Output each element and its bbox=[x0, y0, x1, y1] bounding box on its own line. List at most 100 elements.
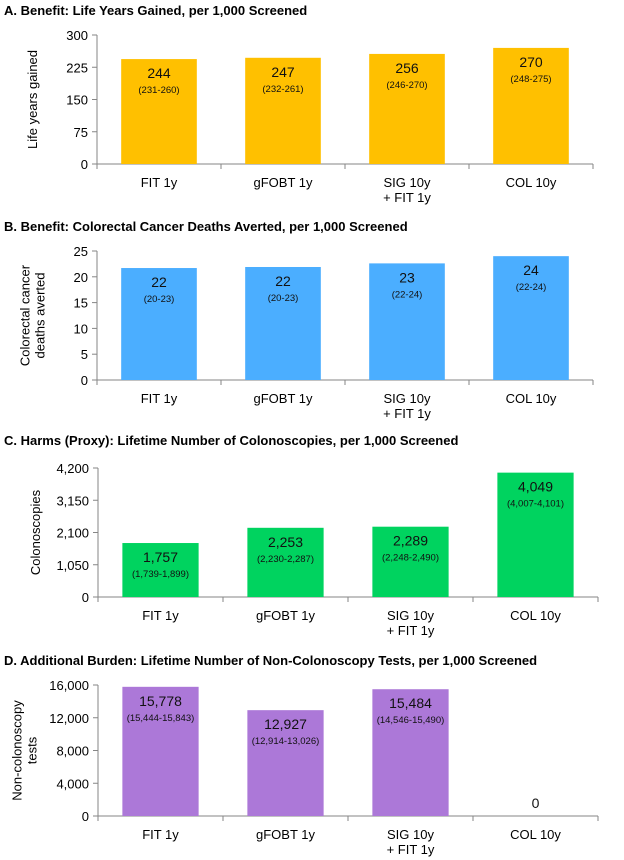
bar bbox=[122, 543, 199, 597]
value-label: 22 bbox=[151, 274, 167, 290]
x-tick-label: gFOBT 1y bbox=[253, 391, 313, 406]
panel-a: A. Benefit: Life Years Gained, per 1,000… bbox=[0, 0, 624, 215]
y-tick-label: 15 bbox=[74, 296, 88, 311]
y-axis-label: Non-colonoscopy bbox=[10, 700, 25, 801]
value-label: 0 bbox=[532, 795, 540, 811]
x-tick-label: + FIT 1y bbox=[383, 190, 431, 205]
y-tick-label: 3,150 bbox=[56, 493, 89, 508]
chart-title: D. Additional Burden: Lifetime Number of… bbox=[4, 653, 538, 668]
y-tick-label: 0 bbox=[82, 590, 89, 605]
bar bbox=[369, 263, 445, 380]
ci-label: (14,546-15,490) bbox=[377, 715, 445, 726]
chart-d: 0 4,000 8,000 12,000 16,000 Non-colonoscopy te… bbox=[10, 678, 599, 857]
bar bbox=[121, 59, 197, 164]
x-tick-label: COL 10y bbox=[510, 608, 561, 623]
y-axis-label: deaths averted bbox=[33, 272, 48, 358]
ci-label: (12,914-13,026) bbox=[252, 736, 320, 747]
value-label: 256 bbox=[395, 60, 419, 76]
chart-a: 0 75 150 225 300 Life years gained 244 (231-260… bbox=[25, 28, 594, 205]
bar bbox=[493, 47, 569, 164]
y-tick-label: 0 bbox=[81, 373, 88, 388]
x-tick-label: + FIT 1y bbox=[387, 623, 435, 638]
x-tick-label: SIG 10y bbox=[387, 827, 434, 842]
x-tick-label: gFOBT 1y bbox=[256, 608, 316, 623]
y-tick-label: 1,050 bbox=[56, 558, 89, 573]
y-axis-label: Life years gained bbox=[25, 50, 40, 149]
chart-title: B. Benefit: Colorectal Cancer Deaths Ave… bbox=[4, 219, 408, 234]
panel-b: B. Benefit: Colorectal Cancer Deaths Ave… bbox=[0, 215, 624, 430]
y-axis-label: tests bbox=[25, 736, 40, 764]
value-label: 15,484 bbox=[389, 695, 432, 711]
x-tick-label: COL 10y bbox=[506, 391, 557, 406]
bar bbox=[372, 689, 449, 816]
x-tick-label: FIT 1y bbox=[142, 827, 179, 842]
y-axis-label: Colonoscopies bbox=[28, 489, 43, 575]
ci-label: (2,248-2,490) bbox=[382, 553, 439, 564]
y-tick-label: 16,000 bbox=[49, 678, 89, 693]
value-label: 24 bbox=[523, 262, 539, 278]
y-tick-label: 225 bbox=[66, 60, 88, 75]
ci-label: (20-23) bbox=[268, 293, 299, 304]
y-tick-label: 20 bbox=[74, 270, 88, 285]
value-label: 23 bbox=[399, 269, 415, 285]
chart-c: 0 1,050 2,100 3,150 4,200 Colonoscopies 1,757 (… bbox=[28, 461, 599, 638]
x-tick-label: gFOBT 1y bbox=[253, 175, 313, 190]
x-tick-label: SIG 10y bbox=[384, 391, 431, 406]
x-tick-label: FIT 1y bbox=[141, 175, 178, 190]
ci-label: (4,007-4,101) bbox=[507, 499, 564, 510]
value-label: 15,778 bbox=[139, 693, 182, 709]
bar bbox=[245, 266, 321, 380]
bar bbox=[245, 57, 321, 164]
value-label: 247 bbox=[271, 64, 295, 80]
chart-title: C. Harms (Proxy): Lifetime Number of Col… bbox=[4, 433, 459, 448]
value-label: 4,049 bbox=[518, 479, 553, 495]
y-tick-label: 5 bbox=[81, 347, 88, 362]
x-tick-label: COL 10y bbox=[506, 175, 557, 190]
y-tick-label: 0 bbox=[81, 157, 88, 172]
ci-label: (2,230-2,287) bbox=[257, 554, 314, 565]
bar bbox=[122, 686, 199, 816]
bar bbox=[493, 256, 569, 380]
panel-c: C. Harms (Proxy): Lifetime Number of Col… bbox=[0, 430, 624, 645]
y-tick-label: 4,200 bbox=[56, 461, 89, 476]
ci-label: (232-261) bbox=[262, 84, 303, 95]
x-tick-label: COL 10y bbox=[510, 827, 561, 842]
value-label: 2,253 bbox=[268, 534, 303, 550]
bar bbox=[247, 710, 324, 816]
chart-title: A. Benefit: Life Years Gained, per 1,000… bbox=[4, 3, 308, 18]
value-label: 22 bbox=[275, 273, 291, 289]
y-tick-label: 150 bbox=[66, 93, 88, 108]
ci-label: (15,444-15,843) bbox=[127, 713, 195, 724]
bar bbox=[121, 268, 197, 380]
value-label: 1,757 bbox=[143, 549, 178, 565]
value-label: 270 bbox=[519, 54, 543, 70]
x-tick-label: gFOBT 1y bbox=[256, 827, 316, 842]
y-tick-label: 0 bbox=[82, 809, 89, 824]
x-tick-label: + FIT 1y bbox=[387, 842, 435, 857]
bar bbox=[247, 527, 324, 597]
y-tick-label: 300 bbox=[66, 28, 88, 43]
y-tick-label: 10 bbox=[74, 321, 88, 336]
y-tick-label: 12,000 bbox=[49, 711, 89, 726]
x-tick-label: FIT 1y bbox=[142, 608, 179, 623]
ci-label: (1,739-1,899) bbox=[132, 569, 189, 580]
x-tick-label: SIG 10y bbox=[384, 175, 431, 190]
y-tick-label: 2,100 bbox=[56, 526, 89, 541]
value-label: 2,289 bbox=[393, 533, 428, 549]
ci-label: (22-24) bbox=[392, 289, 423, 300]
ci-label: (22-24) bbox=[516, 282, 547, 293]
chart-b: 0 5 10 15 20 25 Colorectal cancer deaths averte… bbox=[18, 244, 594, 421]
value-label: 12,927 bbox=[264, 716, 307, 732]
bar bbox=[497, 472, 574, 597]
y-tick-label: 8,000 bbox=[56, 744, 89, 759]
x-tick-label: SIG 10y bbox=[387, 608, 434, 623]
value-label: 244 bbox=[147, 65, 171, 81]
ci-label: (246-270) bbox=[386, 80, 427, 91]
panel-d: D. Additional Burden: Lifetime Number of… bbox=[0, 645, 624, 860]
y-tick-label: 4,000 bbox=[56, 776, 89, 791]
y-tick-label: 75 bbox=[74, 125, 88, 140]
ci-label: (20-23) bbox=[144, 294, 175, 305]
y-tick-label: 25 bbox=[74, 244, 88, 259]
bar bbox=[369, 53, 445, 164]
bar bbox=[372, 526, 449, 597]
